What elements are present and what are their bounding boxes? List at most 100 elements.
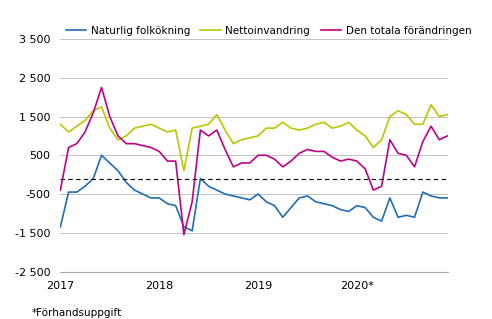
Nettoinvandring [403,113,409,116]
Den totala förändringen [58,188,63,192]
Naturlig folkökning [197,177,203,181]
Text: *Förhandsuppgift: *Förhandsuppgift [32,308,122,318]
Den totala förändringen [354,159,360,163]
Naturlig folkökning [272,204,277,208]
Naturlig folkökning [131,188,137,192]
Den totala förändringen [272,157,277,161]
Nettoinvandring [247,136,253,140]
Naturlig folkökning [82,184,88,188]
Nettoinvandring [91,109,96,113]
Nettoinvandring [230,142,236,145]
Den totala förändringen [280,165,286,169]
Nettoinvandring [362,134,368,138]
Den totala förändringen [181,233,187,237]
Naturlig folkökning [214,188,220,192]
Nettoinvandring [115,138,121,142]
Naturlig folkökning [206,184,212,188]
Den totala förändringen [395,152,401,155]
Naturlig folkökning [123,181,129,184]
Naturlig folkökning [445,196,451,200]
Den totala förändringen [82,130,88,134]
Den totala förändringen [239,161,245,165]
Nettoinvandring [98,105,104,109]
Den totala förändringen [313,150,319,153]
Line: Naturlig folkökning: Naturlig folkökning [61,155,448,231]
Den totala förändringen [445,134,451,138]
Nettoinvandring [387,115,393,118]
Den totala förändringen [173,159,179,163]
Den totala förändringen [107,115,113,118]
Nettoinvandring [214,113,220,116]
Nettoinvandring [239,138,245,142]
Nettoinvandring [346,120,352,124]
Naturlig folkökning [379,219,385,223]
Nettoinvandring [255,134,261,138]
Naturlig folkökning [403,213,409,217]
Den totala förändringen [115,134,121,138]
Nettoinvandring [263,126,269,130]
Den totala förändringen [436,138,442,142]
Naturlig folkökning [107,161,113,165]
Den totala förändringen [140,144,146,147]
Den totala förändringen [247,161,253,165]
Naturlig folkökning [189,229,195,233]
Naturlig folkökning [412,215,418,219]
Nettoinvandring [280,120,286,124]
Naturlig folkökning [305,194,310,198]
Naturlig folkökning [263,200,269,204]
Den totala förändringen [214,128,220,132]
Den totala förändringen [74,142,80,145]
Naturlig folkökning [115,169,121,173]
Naturlig folkökning [387,196,393,200]
Nettoinvandring [436,115,442,118]
Naturlig folkökning [280,215,286,219]
Den totala förändringen [222,148,228,152]
Naturlig folkökning [321,202,327,206]
Naturlig folkökning [338,208,343,211]
Nettoinvandring [420,122,426,126]
Nettoinvandring [123,134,129,138]
Nettoinvandring [148,122,154,126]
Naturlig folkökning [173,204,179,208]
Den totala förändringen [156,150,162,153]
Den totala förändringen [206,134,212,138]
Nettoinvandring [74,124,80,128]
Den totala förändringen [91,111,96,115]
Nettoinvandring [131,126,137,130]
Nettoinvandring [140,124,146,128]
Den totala förändringen [387,138,393,142]
Den totala förändringen [98,85,104,89]
Naturlig folkökning [91,177,96,181]
Den totala förändringen [255,153,261,157]
Naturlig folkökning [370,215,376,219]
Legend: Naturlig folkökning, Nettoinvandring, Den totala förändringen: Naturlig folkökning, Nettoinvandring, De… [65,26,471,36]
Naturlig folkökning [362,206,368,210]
Nettoinvandring [206,122,212,126]
Nettoinvandring [313,122,319,126]
Nettoinvandring [189,126,195,130]
Nettoinvandring [296,128,302,132]
Den totala förändringen [362,167,368,171]
Naturlig folkökning [239,196,245,200]
Nettoinvandring [222,128,228,132]
Nettoinvandring [164,130,170,134]
Nettoinvandring [181,169,187,173]
Naturlig folkökning [148,196,154,200]
Nettoinvandring [305,126,310,130]
Naturlig folkökning [255,192,261,196]
Naturlig folkökning [354,204,360,208]
Nettoinvandring [338,124,343,128]
Naturlig folkökning [395,215,401,219]
Nettoinvandring [428,103,434,107]
Nettoinvandring [58,122,63,126]
Den totala förändringen [420,140,426,144]
Naturlig folkökning [164,202,170,206]
Nettoinvandring [156,126,162,130]
Nettoinvandring [395,109,401,113]
Den totala förändringen [428,124,434,128]
Den totala förändringen [346,157,352,161]
Den totala förändringen [230,165,236,169]
Den totala förändringen [189,200,195,204]
Den totala förändringen [148,145,154,149]
Naturlig folkökning [156,196,162,200]
